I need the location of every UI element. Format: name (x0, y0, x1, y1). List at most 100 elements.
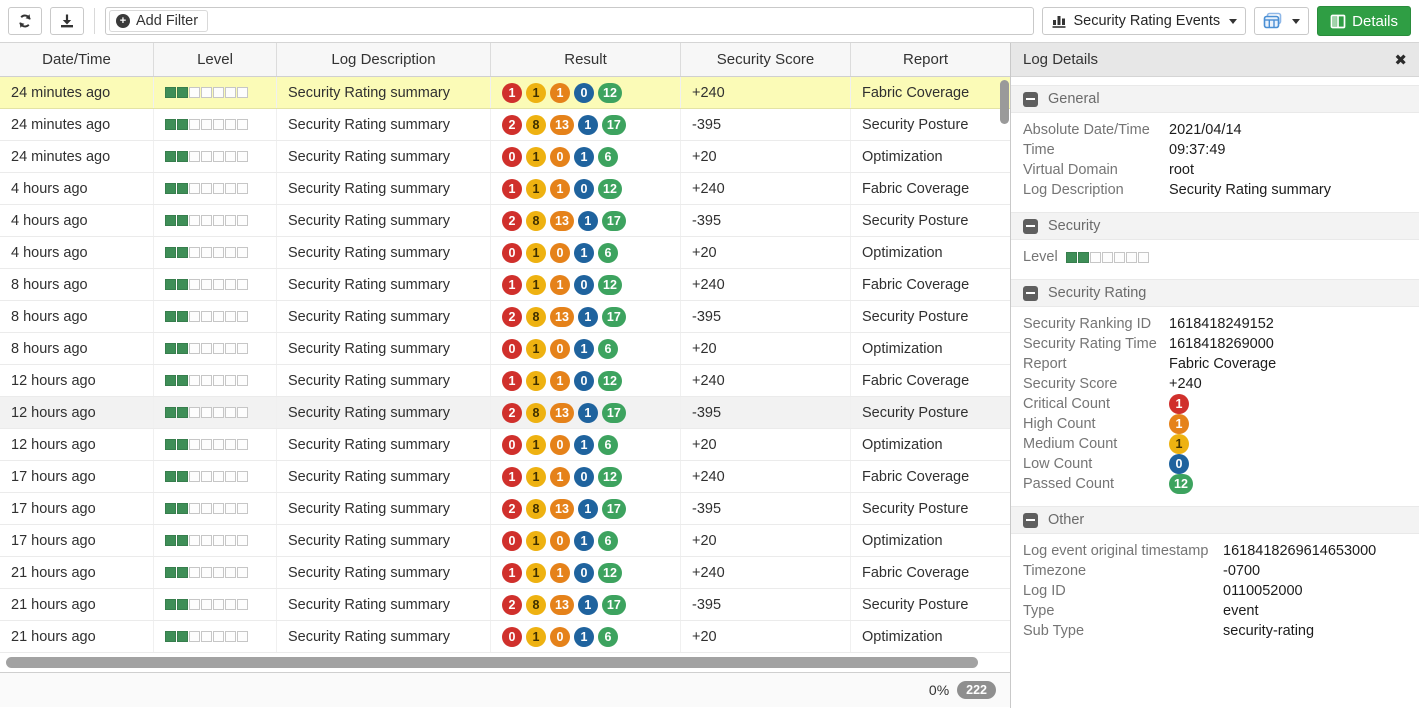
level-segment (237, 343, 248, 354)
horizontal-scrollbar[interactable] (0, 653, 1010, 672)
cell-log-description: Security Rating summary (277, 77, 491, 108)
level-segment (165, 183, 176, 194)
table-row[interactable]: 17 hours ago Security Rating summary 2 8 13 1… (0, 493, 1010, 525)
table-row[interactable]: 24 minutes ago Security Rating summary 2 8 1… (0, 109, 1010, 141)
horizontal-scrollbar-thumb[interactable] (6, 657, 978, 668)
cell-log-description: Security Rating summary (277, 333, 491, 364)
table-row[interactable]: 21 hours ago Security Rating summary 2 8 13 1… (0, 589, 1010, 621)
add-filter-button[interactable]: + Add Filter (109, 10, 209, 32)
level-segment (165, 151, 176, 162)
critical-count-badge: 1 (502, 178, 522, 199)
level-segment (225, 471, 236, 482)
high-count-badge: 0 (550, 242, 570, 263)
detail-value: event (1223, 603, 1259, 619)
cell-level (154, 173, 277, 204)
total-count-badge: 222 (957, 681, 996, 699)
cell-result: 2 8 13 1 17 (491, 589, 681, 620)
level-segment (177, 535, 188, 546)
cell-report: Security Posture (862, 308, 969, 325)
table-row[interactable]: 12 hours ago Security Rating summary 0 1 0 1 6… (0, 429, 1010, 461)
table-row[interactable]: 8 hours ago Security Rating summary 1 1 1 0 12… (0, 269, 1010, 301)
cell-date-time: 21 hours ago (0, 589, 154, 620)
detail-row: Low Count 0 (1023, 454, 1407, 474)
cell-result: 1 1 1 0 12 (491, 269, 681, 300)
level-segment (237, 375, 248, 386)
table-row[interactable]: 8 hours ago Security Rating summary 2 8 13 1 1… (0, 301, 1010, 333)
section-header-rating[interactable]: Security Rating (1011, 279, 1419, 307)
column-header-level[interactable]: Level (154, 43, 277, 76)
cell-report: Optimization (862, 148, 943, 165)
severity-level-indicator (165, 471, 248, 482)
table-settings-button[interactable] (1254, 7, 1310, 35)
column-header-result[interactable]: Result (491, 43, 681, 76)
table-row[interactable]: 21 hours ago Security Rating summary 0 1 0 1 6… (0, 621, 1010, 653)
download-button[interactable] (50, 7, 84, 35)
level-segment (189, 183, 200, 194)
level-segment (201, 87, 212, 98)
table-row[interactable]: 17 hours ago Security Rating summary 1 1 1 0 1… (0, 461, 1010, 493)
table-row[interactable]: 21 hours ago Security Rating summary 1 1 1 0 1… (0, 557, 1010, 589)
level-segment (213, 151, 224, 162)
collapse-icon[interactable] (1023, 91, 1038, 107)
critical-count-badge: 0 (502, 146, 522, 167)
table-row[interactable]: 4 hours ago Security Rating summary 2 8 13 1 1… (0, 205, 1010, 237)
passed-count-badge: 6 (598, 626, 618, 647)
cell-log-description: Security Rating summary (277, 109, 491, 140)
close-icon[interactable]: ✖ (1394, 51, 1407, 69)
level-segment (1089, 251, 1101, 263)
level-segment (225, 503, 236, 514)
log-type-selector[interactable]: Security Rating Events (1042, 7, 1247, 35)
low-count-badge: 1 (577, 594, 598, 615)
critical-count-badge: 0 (502, 242, 522, 263)
filter-bar[interactable]: + Add Filter (105, 7, 1035, 35)
low-count-badge: 1 (574, 338, 594, 359)
section-header-security[interactable]: Security (1011, 212, 1419, 240)
passed-count-badge: 12 (598, 562, 622, 583)
detail-label: Security Score (1023, 376, 1118, 392)
level-segment (189, 375, 200, 386)
medium-count-badge: 1 (526, 274, 546, 295)
column-header-security-score[interactable]: Security Score (681, 43, 851, 76)
collapse-icon[interactable] (1023, 218, 1038, 234)
details-toggle-button[interactable]: Details (1317, 6, 1411, 36)
column-header-date-time[interactable]: Date/Time (0, 43, 154, 76)
level-segment (237, 439, 248, 450)
level-segment (201, 279, 212, 290)
column-header-log-description[interactable]: Log Description (277, 43, 491, 76)
collapse-icon[interactable] (1023, 285, 1038, 301)
low-count-badge: 1 (577, 498, 598, 519)
section-header-other[interactable]: Other (1011, 506, 1419, 534)
collapse-icon[interactable] (1023, 512, 1038, 528)
level-segment (225, 311, 236, 322)
level-segment (201, 503, 212, 514)
cell-date-time: 12 hours ago (0, 365, 154, 396)
level-segment (189, 343, 200, 354)
table-row[interactable]: 4 hours ago Security Rating summary 1 1 1 0 12… (0, 173, 1010, 205)
cell-log-description: Security Rating summary (277, 237, 491, 268)
table-row[interactable]: 12 hours ago Security Rating summary 2 8 13 1… (0, 397, 1010, 429)
detail-label: Medium Count (1023, 436, 1118, 452)
level-segment (225, 439, 236, 450)
table-row[interactable]: 12 hours ago Security Rating summary 1 1 1 0 1… (0, 365, 1010, 397)
vertical-scrollbar-thumb[interactable] (1000, 80, 1009, 124)
refresh-button[interactable] (8, 7, 42, 35)
severity-level-indicator (165, 183, 248, 194)
low-count-badge: 1 (574, 146, 594, 167)
cell-report: Fabric Coverage (862, 468, 970, 485)
high-count-badge: 1 (550, 562, 570, 583)
table-row[interactable]: 4 hours ago Security Rating summary 0 1 0 1 6 +… (0, 237, 1010, 269)
level-segment (201, 183, 212, 194)
details-section-other: Other Log event original timestamp 1618418… (1011, 506, 1419, 645)
table-row[interactable]: 8 hours ago Security Rating summary 0 1 0 1 6 +… (0, 333, 1010, 365)
level-segment (189, 631, 200, 642)
cell-date-time: 8 hours ago (0, 333, 154, 364)
cell-result: 1 1 1 0 12 (491, 365, 681, 396)
table-row[interactable]: 17 hours ago Security Rating summary 0 1 0 1 6… (0, 525, 1010, 557)
table-row[interactable]: 24 minutes ago Security Rating summary 1 1 1… (0, 77, 1010, 109)
column-header-report[interactable]: Report (902, 51, 949, 68)
level-segment (165, 631, 176, 642)
level-segment (201, 439, 212, 450)
section-header-general[interactable]: General (1011, 85, 1419, 113)
table-row[interactable]: 24 minutes ago Security Rating summary 0 1 0… (0, 141, 1010, 173)
